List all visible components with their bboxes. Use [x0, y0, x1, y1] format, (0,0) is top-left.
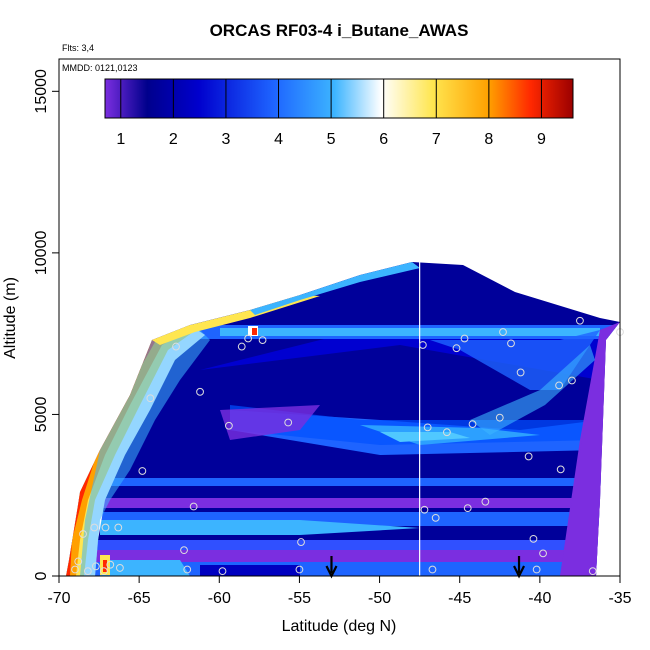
sample-point [91, 562, 100, 571]
colorbar-tick-label: 5 [327, 131, 336, 148]
x-tick-label: -45 [448, 590, 471, 607]
x-tick-label: -60 [208, 590, 231, 607]
sample-point [79, 530, 87, 538]
sample-point [218, 567, 227, 576]
sample-point [532, 565, 541, 574]
colorbar-tick-label: 8 [484, 131, 493, 148]
y-axis-label: Altitude (m) [2, 277, 19, 359]
colorbar: 1 2 3 4 5 6 7 8 9 [104, 78, 574, 148]
colorbar-tick-label: 2 [169, 131, 178, 148]
colorbar-tick-label: 1 [116, 131, 125, 148]
colorbar-tick-label: 9 [537, 131, 546, 148]
x-tick-label: -65 [128, 590, 151, 607]
sample-point [101, 523, 110, 532]
sample-point [90, 523, 99, 532]
colorbar-tick-label: 6 [379, 131, 388, 148]
x-tick-label: -35 [608, 590, 631, 607]
y-tick-label: 5000 [33, 397, 50, 433]
plot-frame [58, 58, 621, 577]
chart-title: ORCAS RF03-4 i_Butane_AWAS [210, 21, 469, 40]
sample-point [556, 465, 565, 474]
sample-point [83, 567, 92, 576]
sample-point [225, 421, 233, 430]
x-tick-label: -70 [47, 590, 70, 607]
sample-point [196, 387, 204, 396]
sample-point [539, 549, 547, 558]
colorbar-tick-label: 3 [221, 131, 230, 148]
sample-point [524, 452, 533, 461]
sample-point [116, 564, 124, 572]
sample-point [297, 538, 305, 546]
x-tick-label: -40 [528, 590, 551, 607]
x-tick-label: -55 [288, 590, 311, 607]
sample-point [114, 523, 123, 532]
x-axis-label: Latitude (deg N) [282, 618, 397, 635]
sample-point [428, 565, 437, 574]
sample-point [468, 420, 477, 429]
sample-point [460, 334, 469, 343]
colorbar-tick-label: 7 [432, 131, 441, 148]
sample-point [576, 316, 584, 325]
sample-point [99, 567, 108, 576]
sample-point [452, 344, 461, 353]
sample-point [423, 423, 432, 432]
sample-point [146, 394, 155, 403]
sample-point [244, 334, 253, 343]
colorbar-ticks: 1 2 3 4 5 6 7 8 9 [116, 79, 546, 148]
sample-point [495, 413, 504, 422]
sample-point [568, 376, 576, 385]
sample-point [442, 428, 451, 437]
sample-point [138, 467, 147, 475]
y-tick-label: 0 [33, 571, 50, 580]
x-tick-label: -50 [368, 590, 391, 607]
colorbar-tick-label: 4 [274, 131, 283, 148]
y-tick-label: 15000 [33, 69, 50, 114]
sample-point [237, 342, 246, 351]
sample-point [284, 418, 293, 427]
sample-point [481, 497, 490, 506]
sample-point [172, 342, 180, 351]
sample-points [71, 316, 624, 576]
sample-point [499, 328, 507, 336]
flights-note: Flts: 3,4 [62, 43, 94, 53]
sample-point [183, 565, 192, 574]
sample-point [295, 565, 304, 574]
sample-point [529, 534, 538, 543]
sample-point [106, 560, 115, 569]
sample-point [74, 557, 83, 566]
heatmap [66, 262, 620, 576]
sample-point [463, 504, 472, 513]
sample-point [431, 513, 440, 522]
sample-point [420, 505, 429, 514]
colorbar-gradient [104, 78, 574, 119]
y-axis-ticks: 0 5000 10000 15000 [33, 69, 59, 580]
y-tick-label: 10000 [33, 231, 50, 276]
sample-point [180, 546, 188, 555]
date-note: MMDD: 0121,0123 [62, 63, 138, 73]
sample-point [507, 339, 515, 348]
sample-point [516, 368, 525, 377]
sample-point [555, 381, 563, 390]
sample-point [71, 565, 79, 574]
sample-point [258, 336, 267, 345]
sample-point [189, 502, 198, 511]
sample-point [418, 341, 427, 349]
sample-point [588, 567, 597, 576]
x-axis-ticks: -70 -65 -60 -55 -50 -45 -40 -35 [47, 576, 632, 607]
